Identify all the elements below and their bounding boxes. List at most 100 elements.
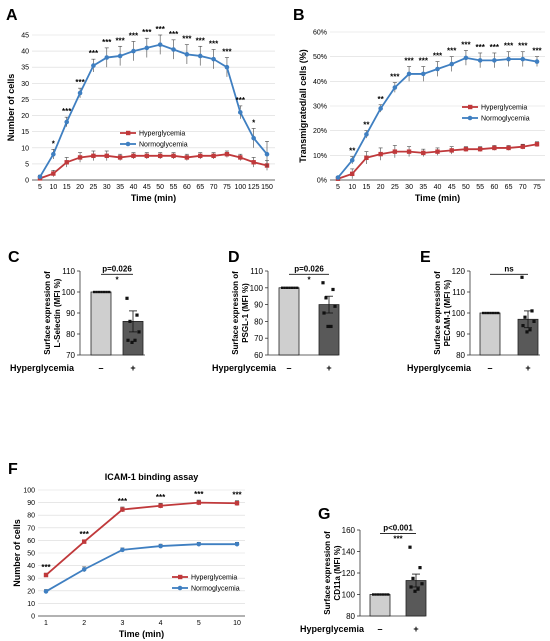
data-point (349, 157, 355, 163)
data-point (234, 501, 240, 506)
data-point (264, 151, 270, 157)
data-point (392, 85, 398, 90)
y-tick-label: 90 (254, 301, 263, 310)
y-tick-label: 60 (27, 538, 35, 545)
legend-marker (178, 574, 183, 580)
data-point (128, 319, 132, 323)
data-point (322, 311, 326, 315)
y-tick-label: 160 (342, 526, 356, 535)
data-point (487, 311, 490, 315)
data-point (293, 286, 296, 289)
y-tick-label: 90 (456, 330, 465, 339)
data-point (104, 153, 109, 159)
data-point (197, 53, 203, 59)
data-point (506, 56, 511, 62)
data-point (144, 45, 150, 51)
data-point (520, 275, 524, 279)
data-point (51, 151, 56, 157)
y-tick-label: 100 (342, 591, 356, 600)
y-tick-label: 40% (313, 79, 327, 86)
data-point (420, 582, 424, 586)
data-point (81, 567, 87, 572)
x-tick-label: 10 (49, 184, 57, 191)
x-tick-label: 150 (261, 184, 273, 191)
data-point (324, 296, 328, 300)
data-point (331, 287, 335, 292)
p-value-label: p=0.026 (102, 264, 132, 273)
y-axis-title-line: Surface expression of (323, 531, 332, 615)
significance-stars: * (52, 139, 56, 148)
data-point (144, 153, 150, 159)
x-tick-label: 5 (197, 620, 201, 627)
data-point (482, 311, 485, 315)
data-point (329, 324, 333, 329)
legend-label: Normoglycemia (481, 116, 530, 123)
significance-stars: *** (209, 40, 219, 49)
data-point (64, 160, 69, 165)
y-tick-label: 40 (21, 49, 29, 56)
data-point (133, 338, 137, 342)
significance-stars: *** (419, 57, 429, 66)
data-point (520, 56, 526, 62)
data-point (484, 311, 487, 315)
x-tick-label: 30 (103, 184, 111, 191)
x-tick-label: 5 (336, 184, 340, 191)
x-tick-label: 25 (391, 184, 399, 191)
y-tick-label: 110 (250, 267, 263, 276)
series-line-normoglycemia (39, 43, 268, 178)
significance-stars: *** (80, 530, 90, 539)
x-tick-label: 55 (476, 184, 484, 191)
significance-stars: *** (447, 47, 457, 56)
significance-stars: * (307, 275, 311, 284)
x-tick-label: – (98, 363, 103, 373)
data-point (296, 286, 299, 289)
y-tick-label: 50% (313, 54, 327, 61)
x-tick-label: 70 (210, 184, 218, 191)
data-point (364, 155, 369, 160)
x-tick-label: 50 (462, 184, 470, 191)
panel-letter-A: A (6, 7, 18, 24)
panel-letter-D: D (228, 249, 240, 266)
data-point (413, 589, 417, 593)
significance-stars: *** (142, 28, 152, 37)
significance-stars: *** (404, 57, 414, 66)
data-point (520, 144, 525, 149)
data-point (91, 153, 96, 159)
significance-stars: *** (236, 96, 246, 105)
data-point (171, 153, 176, 159)
y-tick-label: 40 (27, 563, 35, 570)
x-tick-label: 45 (448, 184, 456, 191)
y-tick-label: 20 (21, 113, 29, 120)
data-point (377, 593, 380, 596)
y-tick-label: 80 (66, 330, 75, 339)
y-tick-label: 80 (456, 351, 465, 360)
data-point (120, 547, 125, 553)
data-point (130, 340, 134, 344)
data-point (416, 587, 420, 591)
data-point (135, 313, 139, 317)
legend-label: Hyperglycemia (481, 105, 527, 112)
data-point (224, 152, 230, 157)
data-point (492, 58, 497, 63)
x-tick-label: 60 (490, 184, 498, 191)
data-point (117, 155, 123, 160)
legend-label: Normoglycemia (139, 142, 188, 149)
x-tick-label: 40 (130, 184, 138, 191)
data-point (335, 175, 341, 180)
x-tick-label: 35 (116, 184, 124, 191)
y-axis-title-line: Surface expression of (433, 271, 442, 355)
legend-marker (126, 130, 131, 136)
data-point (406, 149, 412, 154)
data-point (77, 155, 83, 160)
y-tick-label: 90 (66, 309, 75, 318)
data-point (77, 90, 83, 96)
data-point (463, 146, 469, 152)
data-point (93, 290, 96, 294)
y-axis-title-line: CD11a (MFI %) (333, 545, 342, 600)
x-tick-label: 10 (233, 620, 241, 627)
x-tick-label: 125 (248, 184, 260, 191)
data-point (108, 290, 111, 294)
data-point (64, 119, 70, 125)
